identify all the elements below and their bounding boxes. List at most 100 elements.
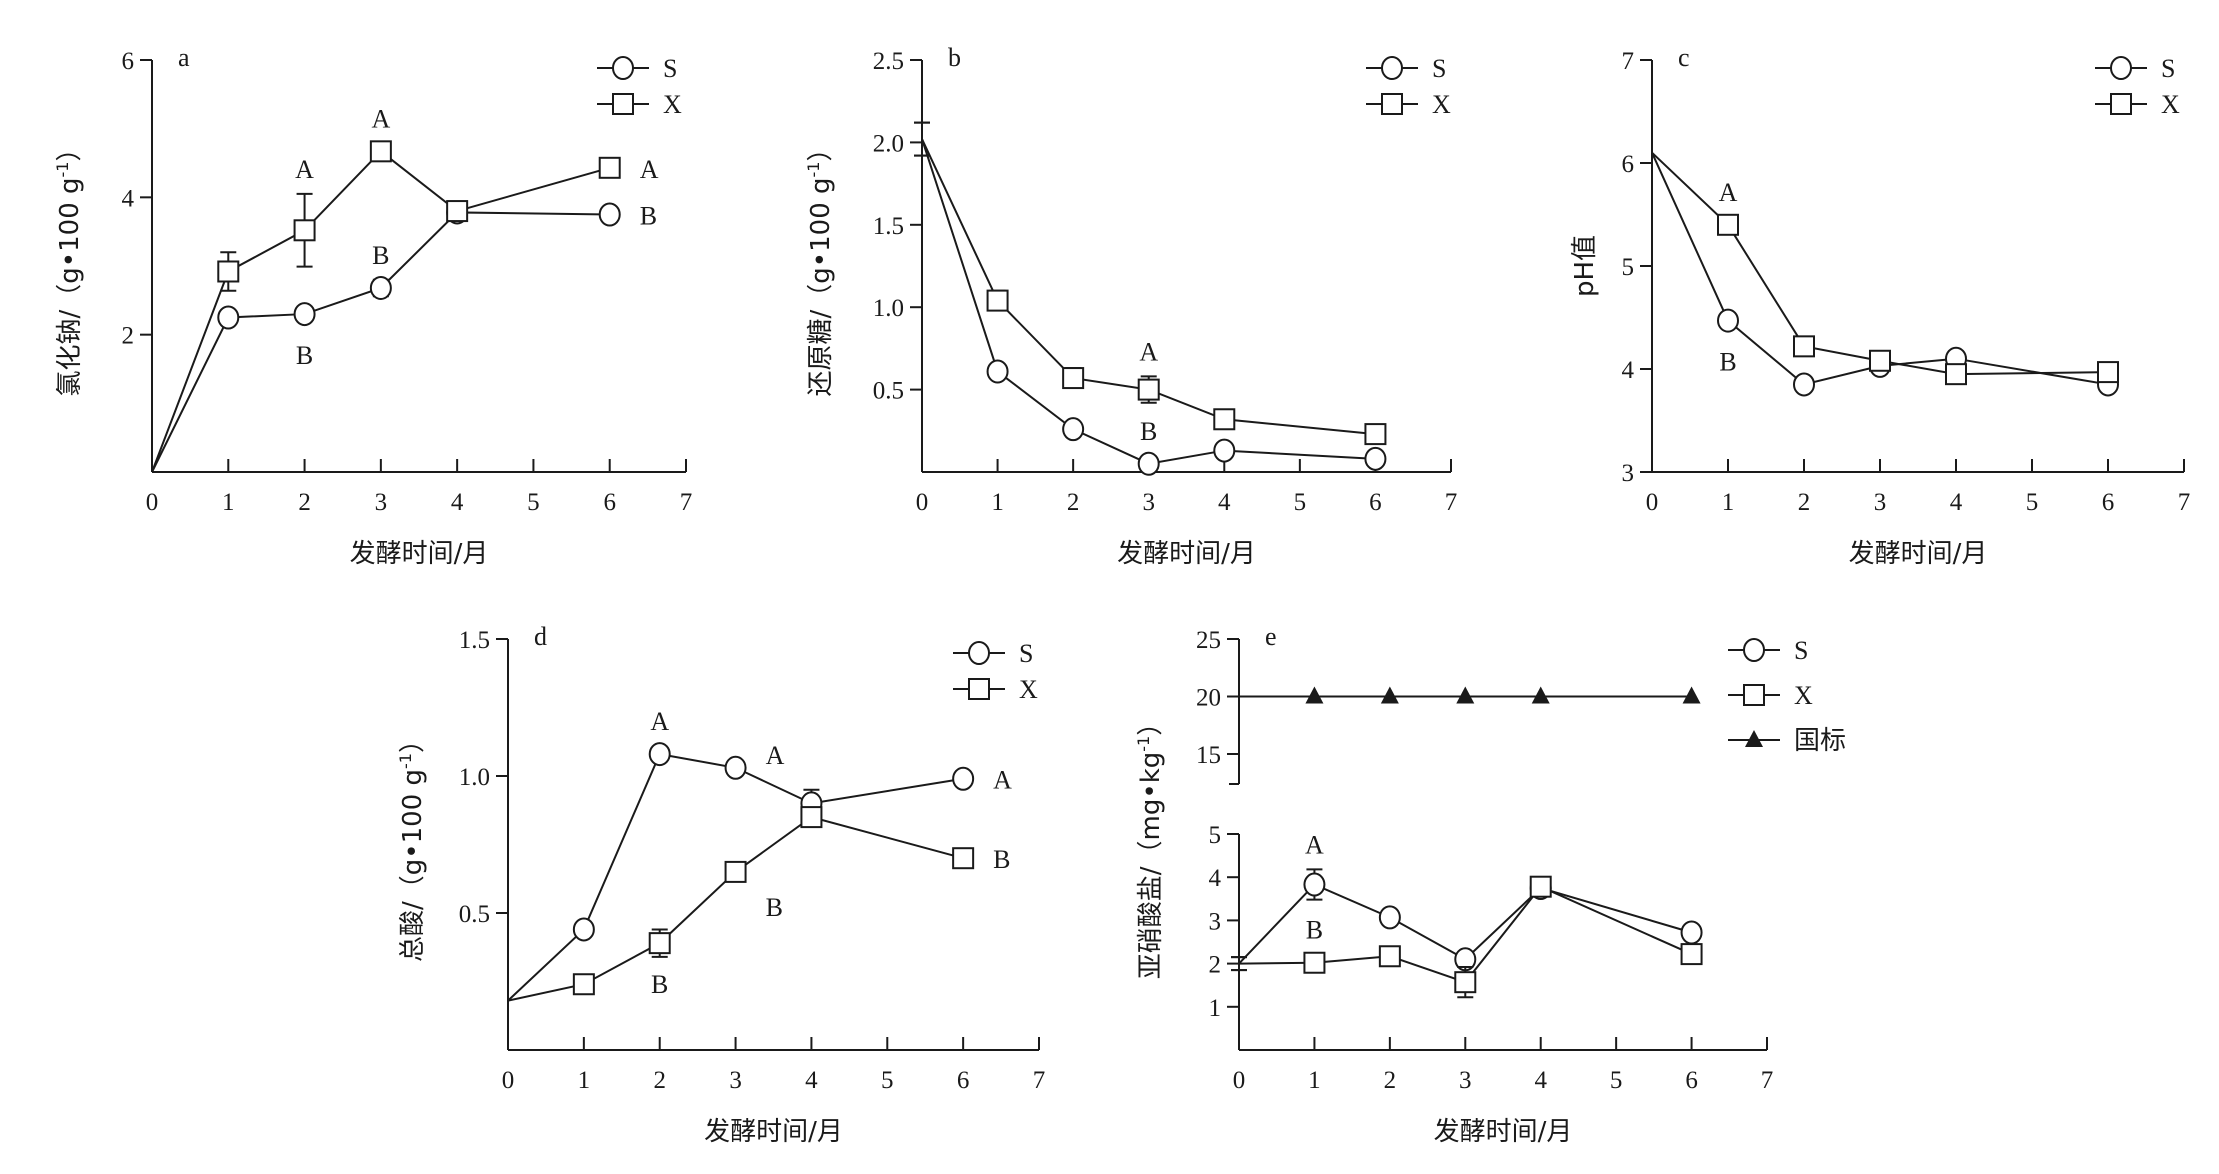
x-tick-label: 1 bbox=[1308, 1067, 1321, 1094]
data-point-square bbox=[217, 260, 240, 283]
significance-label: A bbox=[295, 155, 314, 184]
data-point-circle bbox=[1364, 446, 1387, 471]
data-point-square bbox=[369, 140, 392, 163]
y-axis-title: 亚硝酸盐/（mg•kg-1） bbox=[1134, 710, 1166, 979]
y-tick-label: 4 bbox=[1209, 865, 1222, 892]
data-point-square bbox=[1529, 875, 1552, 898]
x-tick-label: 0 bbox=[1646, 489, 1659, 516]
y-axis-title: 总酸/（g•100 g-1） bbox=[396, 727, 428, 962]
x-tick-label: 2 bbox=[1798, 489, 1811, 516]
significance-label: A bbox=[1305, 830, 1324, 859]
y-tick-label: 6 bbox=[122, 48, 135, 75]
y-axis-title-text: 还原糖/（g•100 g bbox=[806, 177, 836, 396]
x-tick-label: 5 bbox=[1610, 1067, 1623, 1094]
y-tick-label: 1.5 bbox=[459, 627, 490, 654]
series-line bbox=[1238, 885, 1692, 984]
legend-item-S: S bbox=[597, 54, 677, 83]
significance-label: A bbox=[1139, 337, 1158, 366]
significance-label: B bbox=[296, 341, 313, 370]
legend-label: X bbox=[663, 90, 682, 119]
legend-label: 国标 bbox=[1794, 726, 1846, 756]
data-point-triangle bbox=[1380, 686, 1399, 704]
x-tick-label: 4 bbox=[805, 1067, 818, 1094]
legend-square-icon bbox=[2110, 93, 2132, 115]
legend-item-S: S bbox=[2095, 54, 2175, 83]
x-tick-label: 7 bbox=[1033, 1067, 1046, 1094]
data-point-circle bbox=[217, 305, 240, 330]
x-axis-title: 发酵时间/月 bbox=[1849, 539, 1988, 569]
x-tick-label: 2 bbox=[298, 489, 311, 516]
y-tick-label: 1.0 bbox=[873, 295, 904, 322]
legend-label: S bbox=[1794, 636, 1808, 665]
legend-item-S: S bbox=[953, 639, 1033, 668]
x-tick-label: 3 bbox=[375, 489, 388, 516]
x-axis-title: 发酵时间/月 bbox=[1434, 1117, 1573, 1147]
y-tick-label: 5 bbox=[1622, 254, 1635, 281]
series-X bbox=[914, 121, 1387, 446]
x-axis-title: 发酵时间/月 bbox=[350, 539, 489, 569]
panel-label: b bbox=[948, 43, 961, 72]
y-tick-label: 2 bbox=[1209, 952, 1222, 979]
data-point-triangle bbox=[1305, 686, 1324, 704]
y-tick-label: 4 bbox=[1622, 357, 1635, 384]
series-line bbox=[1238, 883, 1692, 965]
panel-label: a bbox=[178, 43, 190, 72]
legend-circle-icon bbox=[612, 56, 634, 80]
y-tick-label: 3 bbox=[1209, 908, 1222, 935]
x-tick-label: 7 bbox=[1445, 489, 1458, 516]
x-tick-label: 1 bbox=[991, 489, 1004, 516]
data-point-circle bbox=[1213, 438, 1236, 463]
x-tick-label: 3 bbox=[1142, 489, 1155, 516]
x-tick-label: 7 bbox=[1761, 1067, 1774, 1094]
legend-label: X bbox=[1432, 90, 1451, 119]
significance-label: A bbox=[640, 155, 659, 184]
series-X bbox=[1231, 875, 1703, 999]
x-tick-label: 6 bbox=[1685, 1067, 1698, 1094]
data-point-circle bbox=[293, 302, 316, 327]
legend-item-X: X bbox=[597, 90, 682, 119]
x-tick-label: 1 bbox=[578, 1067, 591, 1094]
y-axis-title-sup: -1 bbox=[804, 162, 823, 178]
legend-circle-icon bbox=[968, 641, 990, 665]
legend-square-icon bbox=[1381, 93, 1403, 115]
series-line bbox=[151, 211, 610, 473]
y-tick-label: 1.0 bbox=[459, 764, 490, 791]
significance-label: A bbox=[993, 766, 1012, 795]
series-line bbox=[151, 149, 610, 473]
data-point-square bbox=[1364, 423, 1387, 446]
y-tick-label: 20 bbox=[1196, 685, 1221, 712]
significance-label: B bbox=[1306, 916, 1323, 945]
legend-item-S: S bbox=[1728, 636, 1808, 665]
x-tick-label: 2 bbox=[1384, 1067, 1397, 1094]
legend-label: S bbox=[1432, 54, 1446, 83]
x-tick-label: 4 bbox=[1534, 1067, 1547, 1094]
y-axis-title-end: ） bbox=[806, 136, 836, 162]
data-point-circle bbox=[724, 755, 747, 780]
x-tick-label: 5 bbox=[1294, 489, 1307, 516]
significance-label: B bbox=[993, 845, 1010, 874]
x-tick-label: 2 bbox=[1067, 489, 1080, 516]
data-point-triangle bbox=[1531, 686, 1550, 704]
y-tick-label: 2 bbox=[122, 323, 135, 350]
significance-label: A bbox=[1719, 178, 1738, 207]
significance-label: A bbox=[650, 707, 669, 736]
series-国标 bbox=[1239, 686, 1701, 704]
panel-b: 0 1 2 3 4 5 6 7 0.5 1.0 1.5 2.0 2.5 b 发酵时间/月 还原糖/（g•100… bbox=[804, 43, 1457, 569]
series-line bbox=[921, 138, 1376, 436]
series-X bbox=[507, 806, 975, 1002]
x-tick-label: 5 bbox=[527, 489, 540, 516]
x-tick-label: 7 bbox=[2178, 489, 2191, 516]
data-point-circle bbox=[1062, 417, 1085, 442]
x-tick-label: 0 bbox=[916, 489, 929, 516]
legend-item-国标: 国标 bbox=[1728, 726, 1846, 756]
data-point-square bbox=[572, 973, 595, 996]
y-tick-label: 2.5 bbox=[873, 48, 904, 75]
data-point-circle bbox=[1303, 872, 1326, 897]
panel-c: 0 1 2 3 4 5 6 7 3 4 5 6 7 c 发酵时间/月 pH值 A B SX bbox=[1570, 43, 2190, 569]
y-axis-title-text: 总酸/（g•100 g bbox=[398, 769, 428, 962]
legend-item-X: X bbox=[1366, 90, 1451, 119]
significance-label: B bbox=[766, 893, 783, 922]
legend-item-X: X bbox=[2095, 90, 2180, 119]
data-point-circle bbox=[598, 202, 621, 227]
